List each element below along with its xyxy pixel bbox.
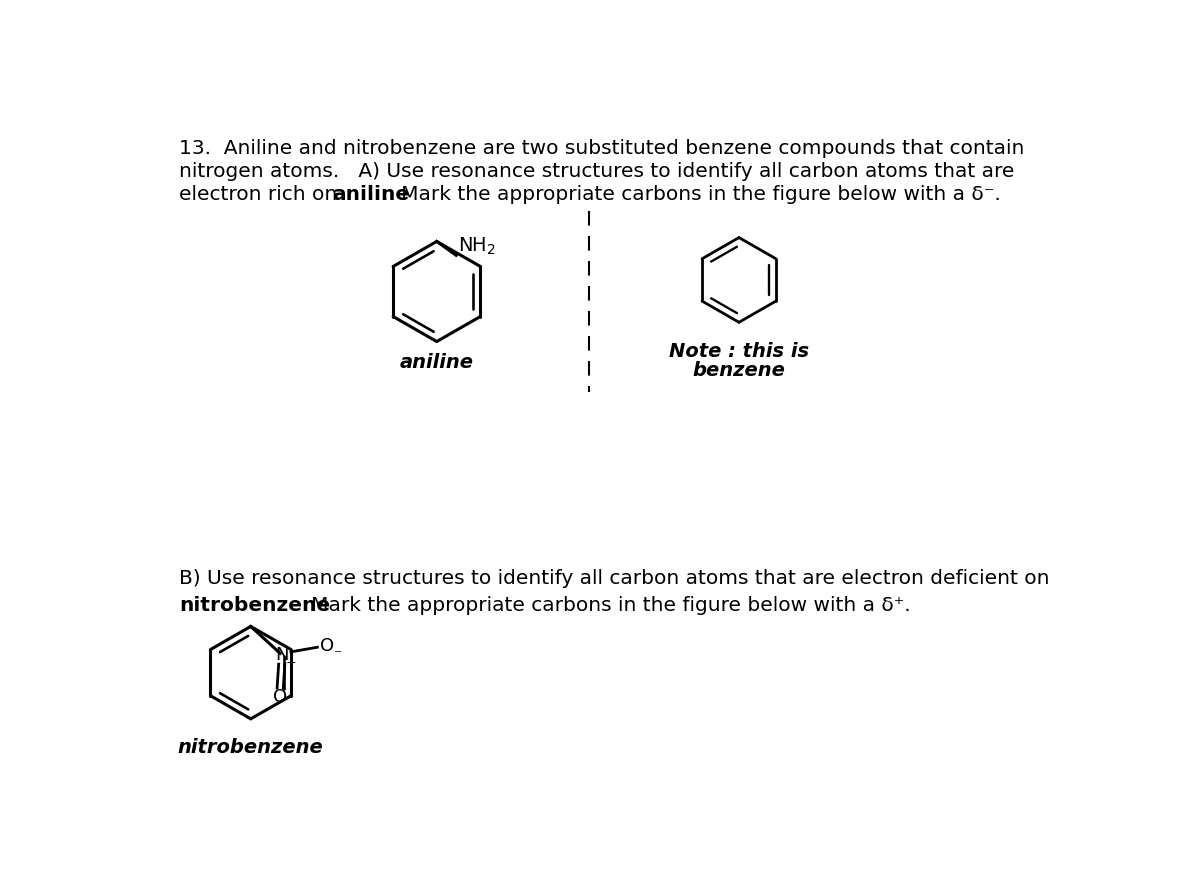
Text: nitrobenzene: nitrobenzene <box>178 738 324 757</box>
Text: electron rich on: electron rich on <box>180 185 344 204</box>
Text: .  Mark the appropriate carbons in the figure below with a δ⁺.: . Mark the appropriate carbons in the fi… <box>292 596 911 614</box>
Text: O: O <box>319 637 334 654</box>
Text: NH$_2$: NH$_2$ <box>457 236 496 257</box>
Text: Note : this is: Note : this is <box>668 341 809 361</box>
Text: nitrogen atoms.   A) Use resonance structures to identify all carbon atoms that : nitrogen atoms. A) Use resonance structu… <box>180 162 1015 181</box>
Text: aniline: aniline <box>400 353 474 372</box>
Text: 13.  Aniline and nitrobenzene are two substituted benzene compounds that contain: 13. Aniline and nitrobenzene are two sub… <box>180 139 1025 158</box>
Text: benzene: benzene <box>692 361 786 380</box>
Text: N: N <box>275 646 288 664</box>
Text: nitrobenzene: nitrobenzene <box>180 596 330 614</box>
Text: +: + <box>286 656 296 669</box>
Text: ⁻: ⁻ <box>334 647 342 662</box>
Text: aniline: aniline <box>332 185 409 204</box>
Text: .  Mark the appropriate carbons in the figure below with a δ⁻.: . Mark the appropriate carbons in the fi… <box>383 185 1001 204</box>
Text: O: O <box>274 688 287 706</box>
Text: B) Use resonance structures to identify all carbon atoms that are electron defic: B) Use resonance structures to identify … <box>180 569 1050 588</box>
